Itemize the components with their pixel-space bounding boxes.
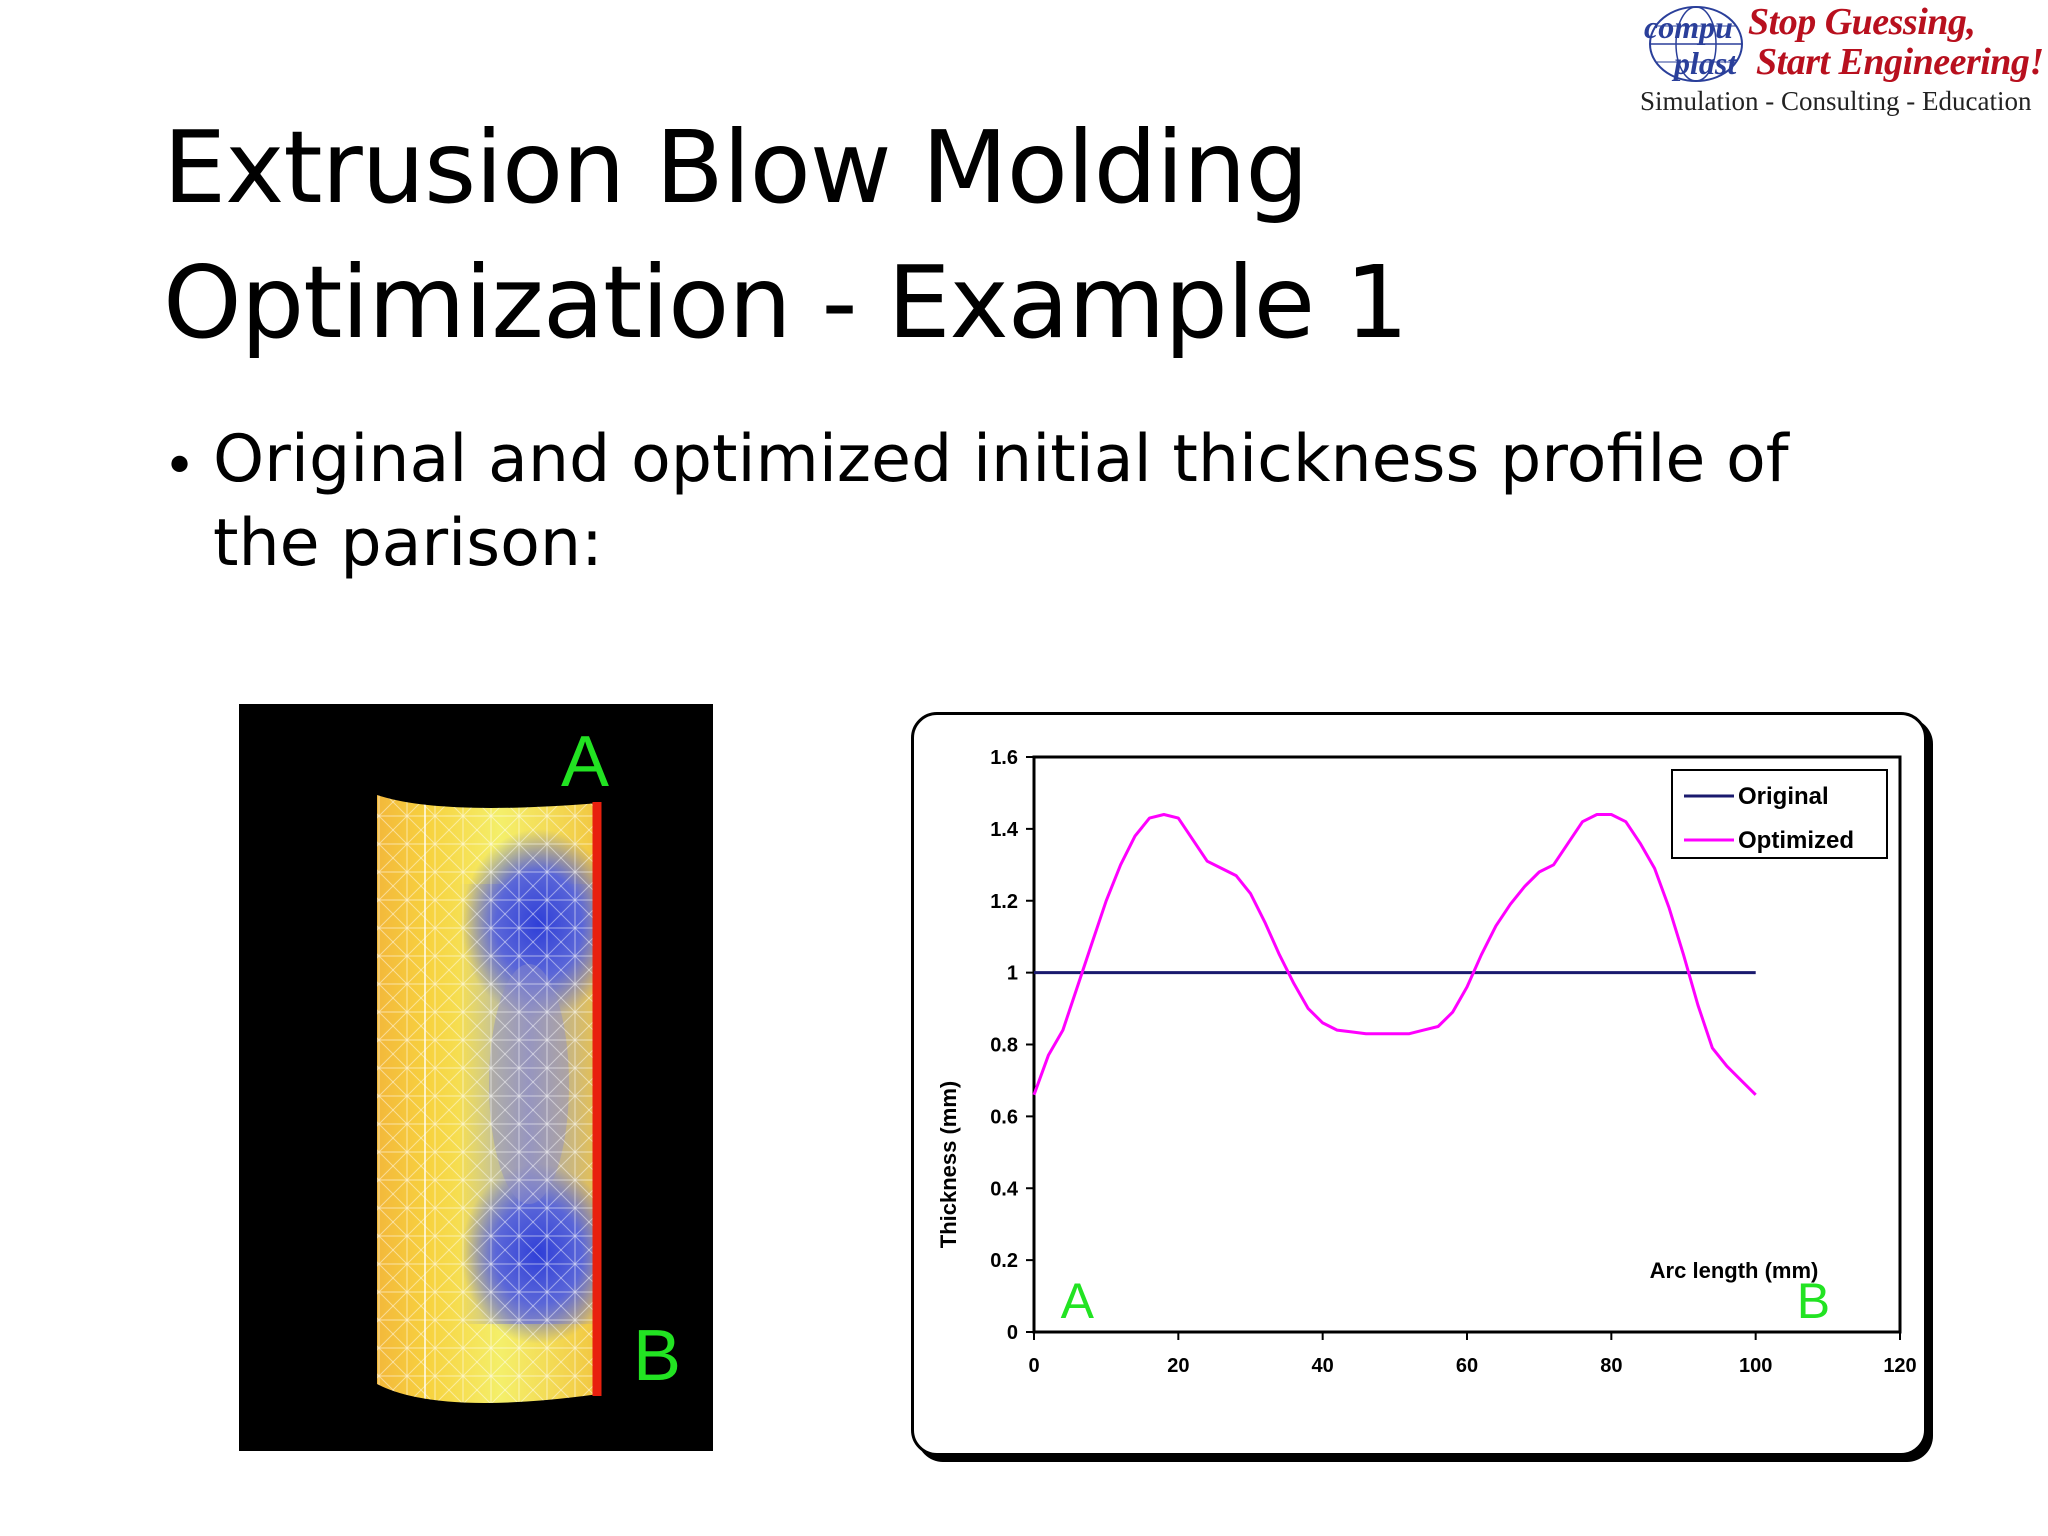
y-tick-label: 0.4: [990, 1178, 1019, 1200]
legend-box: [1671, 769, 1888, 859]
x-tick-label: 40: [1312, 1355, 1334, 1377]
parison-figure: A B: [239, 704, 713, 1451]
y-tick-label: 0: [1007, 1322, 1018, 1344]
y-tick-label: 1.4: [990, 819, 1019, 841]
bullet-dot: •: [163, 434, 197, 499]
parison-mesh-image: A B: [377, 722, 681, 1403]
x-tick-label: 20: [1167, 1355, 1189, 1377]
y-tick-label: 0.2: [990, 1250, 1018, 1272]
y-tick-label: 0.6: [990, 1106, 1018, 1128]
x-tick-label: 100: [1739, 1355, 1772, 1377]
y-tick-label: 1.2: [990, 891, 1018, 913]
thickness-chart: 00.20.40.60.811.21.41.6 0 20 40 60 80 100 120 …: [936, 747, 1917, 1377]
logo-globe-text-top: compu: [1644, 9, 1733, 45]
parison-label-b: B: [633, 1316, 681, 1396]
slide-title: Extrusion Blow Molding Optimization - Ex…: [163, 100, 1409, 370]
chart-legend: Original Optimized: [1671, 769, 1888, 859]
y-tick-label: 1.6: [990, 747, 1018, 769]
company-logo: compu plast Stop Guessing, Start Enginee…: [1630, 0, 2048, 125]
x-axis-label: Arc length (mm): [1650, 1258, 1819, 1283]
chart-annotation-a: A: [1061, 1273, 1095, 1329]
logo-globe-text-bottom: plast: [1671, 45, 1737, 81]
y-axis-label: Thickness (mm): [936, 1081, 961, 1249]
logo-tagline-1: Stop Guessing,: [1748, 1, 1976, 43]
y-tick-label: 0.8: [990, 1035, 1018, 1057]
legend-label-original: Original: [1738, 783, 1829, 810]
slide-title-line1: Extrusion Blow Molding: [163, 109, 1309, 226]
globe-icon: compu plast: [1644, 6, 1743, 82]
x-tick-label: 120: [1883, 1355, 1916, 1377]
x-tick-label: 0: [1028, 1355, 1039, 1377]
logo-subtitle: Simulation - Consulting - Education: [1640, 86, 2032, 116]
series-line-optimized: [1032, 813, 1757, 1096]
x-tick-label: 60: [1456, 1355, 1478, 1377]
chart-annotation-b: B: [1797, 1273, 1830, 1329]
parison-label-a: A: [561, 722, 609, 802]
logo-tagline-2: Start Engineering!: [1756, 41, 2044, 83]
slide-title-line2: Optimization - Example 1: [163, 244, 1409, 361]
bullet-text: Original and optimized initial thickness…: [213, 422, 1789, 581]
x-tick-label: 80: [1600, 1355, 1622, 1377]
y-tick-label: 1: [1007, 963, 1018, 985]
legend-label-optimized: Optimized: [1738, 827, 1854, 854]
